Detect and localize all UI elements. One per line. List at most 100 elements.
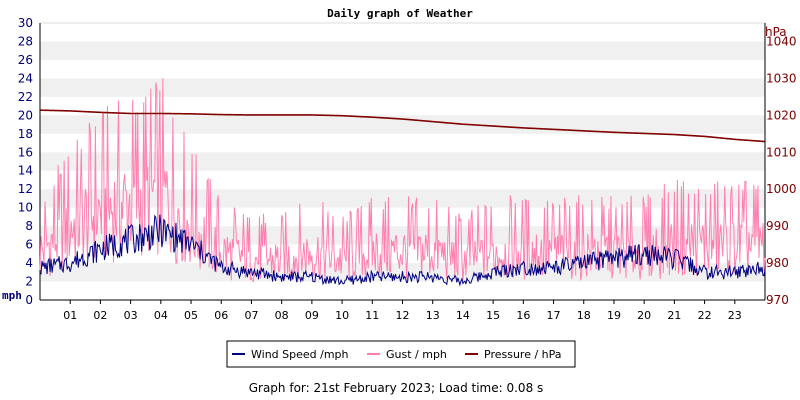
data-point-pressure bbox=[704, 136, 705, 137]
data-point-pressure bbox=[100, 112, 101, 113]
data-point-wind bbox=[251, 272, 252, 273]
data-point-pressure bbox=[160, 113, 161, 114]
x-tick-label: 08 bbox=[275, 309, 289, 322]
left-tick-label: 22 bbox=[18, 90, 33, 104]
left-tick-label: 14 bbox=[18, 164, 33, 178]
data-point-pressure bbox=[674, 134, 675, 135]
data-point-wind bbox=[462, 281, 463, 282]
data-point-wind bbox=[764, 267, 765, 268]
grid-band bbox=[40, 152, 765, 171]
legend-label-pressure: Pressure / hPa bbox=[484, 348, 562, 361]
data-point-gust bbox=[583, 244, 584, 245]
data-point-pressure bbox=[734, 139, 735, 140]
x-tick-label: 16 bbox=[516, 309, 530, 322]
data-point-wind bbox=[311, 276, 312, 277]
data-point-gust bbox=[100, 198, 101, 199]
data-point-gust bbox=[311, 244, 312, 245]
data-point-wind bbox=[39, 267, 40, 268]
graph-footer: Graph for: 21st February 2023; Load time… bbox=[249, 381, 544, 395]
data-point-wind bbox=[583, 262, 584, 263]
data-point-gust bbox=[160, 179, 161, 180]
data-point-pressure bbox=[523, 127, 524, 128]
x-tick-label: 15 bbox=[486, 309, 500, 322]
data-point-pressure bbox=[764, 141, 765, 142]
data-point-pressure bbox=[372, 117, 373, 118]
left-tick-label: 6 bbox=[25, 238, 33, 252]
data-point-wind bbox=[130, 239, 131, 240]
data-point-pressure bbox=[553, 129, 554, 130]
x-tick-label: 06 bbox=[214, 309, 228, 322]
data-point-gust bbox=[221, 244, 222, 245]
grid-band bbox=[40, 78, 765, 97]
x-tick-label: 04 bbox=[154, 309, 168, 322]
data-point-pressure bbox=[251, 114, 252, 115]
legend-box bbox=[226, 340, 576, 368]
data-point-wind bbox=[674, 258, 675, 259]
left-axis-unit: mph bbox=[2, 289, 22, 302]
data-point-pressure bbox=[70, 110, 71, 111]
data-point-gust bbox=[462, 253, 463, 254]
data-point-wind bbox=[402, 276, 403, 277]
data-point-gust bbox=[70, 216, 71, 217]
left-tick-label: 26 bbox=[18, 53, 33, 67]
left-tick-label: 16 bbox=[18, 145, 33, 159]
series-line-wind bbox=[39, 214, 766, 287]
data-point-pressure bbox=[311, 114, 312, 115]
data-point-gust bbox=[190, 216, 191, 217]
left-tick-label: 30 bbox=[18, 16, 33, 30]
data-point-pressure bbox=[341, 115, 342, 116]
data-point-gust bbox=[39, 244, 40, 245]
data-point-pressure bbox=[493, 125, 494, 126]
left-tick-label: 18 bbox=[18, 127, 33, 141]
right-tick-label: 990 bbox=[766, 219, 789, 233]
x-tick-label: 23 bbox=[728, 309, 742, 322]
x-tick-label: 05 bbox=[184, 309, 198, 322]
x-tick-label: 12 bbox=[396, 309, 410, 322]
left-tick-label: 28 bbox=[18, 34, 33, 48]
data-point-gust bbox=[372, 244, 373, 245]
data-point-pressure bbox=[39, 110, 40, 111]
left-tick-label: 0 bbox=[25, 293, 33, 307]
data-point-wind bbox=[734, 272, 735, 273]
data-point-pressure bbox=[130, 113, 131, 114]
data-point-pressure bbox=[462, 124, 463, 125]
data-point-gust bbox=[251, 253, 252, 254]
legend-label-wind: Wind Speed /mph bbox=[251, 348, 349, 361]
data-point-wind bbox=[341, 281, 342, 282]
data-point-pressure bbox=[281, 114, 282, 115]
left-tick-label: 8 bbox=[25, 219, 33, 233]
data-point-pressure bbox=[583, 130, 584, 131]
data-point-gust bbox=[523, 244, 524, 245]
right-axis-ticks: 970 980 990 1000 1010 1020 1030 1040 bbox=[766, 34, 797, 307]
x-tick-label: 21 bbox=[667, 309, 681, 322]
data-point-wind bbox=[523, 267, 524, 268]
data-point-gust bbox=[130, 189, 131, 190]
data-point-gust bbox=[402, 244, 403, 245]
x-tick-label: 13 bbox=[426, 309, 440, 322]
x-tick-label: 14 bbox=[456, 309, 470, 322]
data-point-wind bbox=[281, 276, 282, 277]
x-tick-label: 17 bbox=[547, 309, 561, 322]
data-point-wind bbox=[493, 272, 494, 273]
x-tick-label: 19 bbox=[607, 309, 621, 322]
data-point-wind bbox=[644, 253, 645, 254]
data-point-wind bbox=[221, 267, 222, 268]
data-point-pressure bbox=[190, 113, 191, 114]
data-point-pressure bbox=[402, 118, 403, 119]
x-tick-label: 22 bbox=[698, 309, 712, 322]
right-tick-label: 1010 bbox=[766, 145, 797, 159]
data-point-wind bbox=[100, 249, 101, 250]
grid-band bbox=[40, 41, 765, 60]
right-tick-label: 980 bbox=[766, 256, 789, 270]
data-point-gust bbox=[432, 244, 433, 245]
x-tick-label: 01 bbox=[63, 309, 77, 322]
data-point-gust bbox=[704, 235, 705, 236]
series-line-gust bbox=[39, 78, 766, 283]
data-point-wind bbox=[432, 276, 433, 277]
data-point-wind bbox=[190, 244, 191, 245]
x-tick-label: 11 bbox=[365, 309, 379, 322]
legend: Wind Speed /mph Gust / mph Pressure / hP… bbox=[226, 340, 576, 368]
x-tick-label: 09 bbox=[305, 309, 319, 322]
